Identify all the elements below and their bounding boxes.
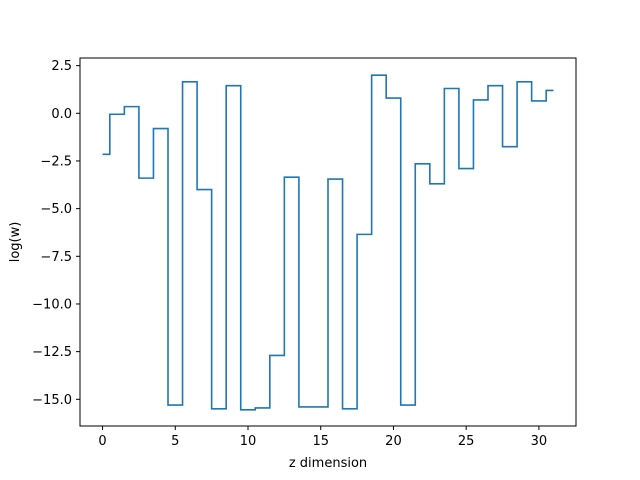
y-tick-label: −15.0 bbox=[32, 393, 72, 408]
x-tick-label: 30 bbox=[531, 434, 548, 449]
x-tick-label: 15 bbox=[312, 434, 329, 449]
x-tick-label: 25 bbox=[458, 434, 475, 449]
y-tick-label: −2.5 bbox=[40, 154, 72, 169]
x-tick-label: 20 bbox=[385, 434, 402, 449]
x-tick-label: 0 bbox=[98, 434, 106, 449]
x-tick-label: 10 bbox=[240, 434, 257, 449]
x-axis-ticks: 0 5 10 15 20 25 30 bbox=[98, 426, 547, 449]
series-layer bbox=[102, 74, 554, 411]
x-axis-label: z dimension bbox=[289, 456, 367, 471]
y-tick-label: −5.0 bbox=[40, 202, 72, 217]
y-tick-label: −7.5 bbox=[40, 250, 72, 265]
series-line bbox=[102, 74, 554, 411]
y-tick-label: 2.5 bbox=[51, 59, 72, 74]
y-tick-label: −10.0 bbox=[32, 297, 72, 312]
y-axis-label: log(w) bbox=[8, 222, 23, 263]
axes-frame bbox=[79, 57, 577, 427]
y-axis-ticks: 2.5 0.0 −2.5 −5.0 −7.5 −10.0 −12.5 −15.0 bbox=[32, 59, 80, 408]
y-tick-label: 0.0 bbox=[51, 107, 72, 122]
x-tick-label: 5 bbox=[171, 434, 179, 449]
y-tick-label: −12.5 bbox=[32, 345, 72, 360]
